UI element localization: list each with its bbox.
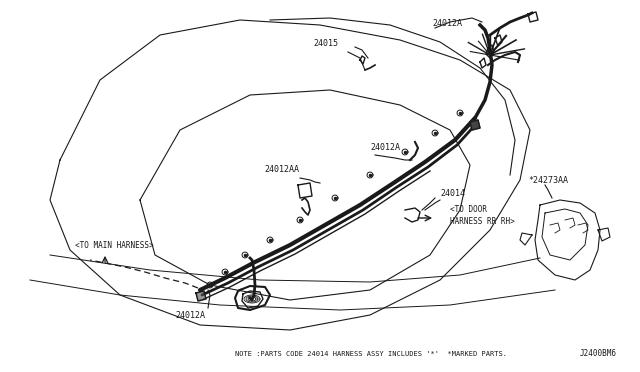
Text: 24012A: 24012A bbox=[370, 143, 400, 152]
Text: *24273AA: *24273AA bbox=[528, 176, 568, 185]
Text: J2400BM6: J2400BM6 bbox=[580, 349, 617, 358]
Text: NOTE :PARTS CODE 24014 HARNESS ASSY INCLUDES '*'  *MARKED PARTS.: NOTE :PARTS CODE 24014 HARNESS ASSY INCL… bbox=[235, 351, 507, 357]
Text: 24015: 24015 bbox=[313, 39, 338, 48]
Text: <TO DOOR: <TO DOOR bbox=[450, 205, 487, 214]
Text: <TO MAIN HARNESS>: <TO MAIN HARNESS> bbox=[75, 241, 154, 250]
Text: 24012A: 24012A bbox=[432, 19, 462, 28]
Text: 24014: 24014 bbox=[440, 189, 465, 198]
Polygon shape bbox=[470, 120, 480, 130]
Text: 24012AA: 24012AA bbox=[264, 165, 299, 174]
Text: HARNESS RR RH>: HARNESS RR RH> bbox=[450, 217, 515, 226]
Text: 24012A: 24012A bbox=[175, 311, 205, 320]
Polygon shape bbox=[196, 291, 206, 301]
